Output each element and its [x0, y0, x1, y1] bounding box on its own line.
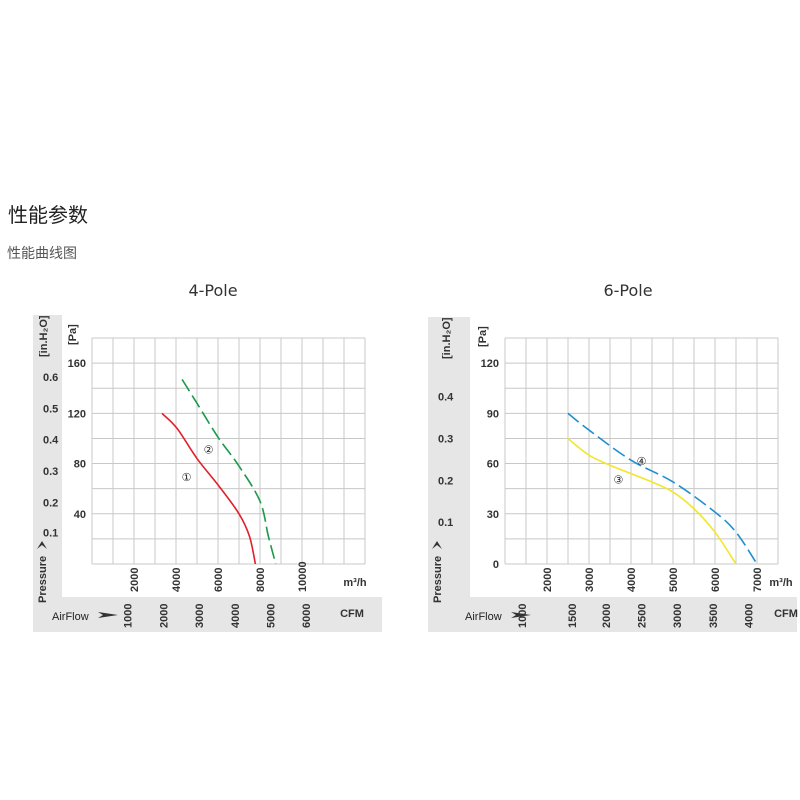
- y-tick-label: 80: [74, 459, 86, 471]
- chart-title: 6-Pole: [603, 281, 652, 300]
- chart-2: 6-Pole 0 30 60 90 120 0.4 0.3 0.2 0.1 [in.H₂O] [Pa]…: [428, 281, 798, 632]
- x-tick-label: 6000: [213, 568, 225, 592]
- x-axis-label: m³/h: [769, 577, 793, 589]
- y-tick-label: 60: [487, 459, 499, 471]
- section-subheading: 性能曲线图: [7, 246, 77, 262]
- inh2o-tick-label: 0.6: [43, 372, 58, 384]
- airflow-arrow-icon: [98, 612, 118, 618]
- inh2o-tick-label: 0.1: [43, 528, 58, 540]
- x-axis-label: m³/h: [343, 577, 367, 589]
- cfm-tick-label: 3500: [708, 604, 720, 628]
- cfm-tick-label: 3000: [672, 604, 684, 628]
- cfm-tick-label: 2000: [158, 604, 170, 628]
- section-heading: 性能参数: [8, 203, 88, 227]
- cfm-tick-label: 6000: [301, 604, 313, 628]
- cfm-tick-label: 5000: [266, 604, 278, 628]
- cfm-tick-label: 2500: [637, 604, 649, 628]
- y-tick-label: 0: [493, 559, 499, 571]
- airflow-label: AirFlow: [52, 611, 89, 623]
- y-unit-inh2o-label: [in.H₂O]: [441, 317, 453, 359]
- y-tick-label: 40: [74, 509, 86, 521]
- y-axis-label: Pressure: [432, 556, 444, 603]
- inh2o-tick-label: 0.2: [43, 497, 58, 509]
- series-line-2: [181, 379, 277, 565]
- x-tick-label: 4000: [626, 568, 638, 592]
- x-tick-label: 2000: [129, 568, 141, 592]
- y-tick-label: 30: [487, 509, 499, 521]
- pressure-arrow-icon: [432, 541, 442, 549]
- y-unit-inh2o-label: [in.H₂O]: [38, 315, 50, 357]
- inh2o-tick-label: 0.3: [438, 433, 453, 445]
- y-tick-label: 120: [68, 408, 86, 420]
- inh2o-tick-label: 0.1: [438, 517, 453, 529]
- chart-1: 4-Pole 40 80 120 160 0.6 0.5 0.4 0.3 0.2 0.1 [in.H₂…: [33, 281, 382, 632]
- series-line-1: [567, 437, 737, 565]
- x-tick-label: 8000: [255, 568, 267, 592]
- series-label: ④: [637, 456, 647, 468]
- series-line-2: [567, 412, 758, 565]
- series-line-1: [161, 412, 257, 565]
- y-unit-pa-label: [Pa]: [67, 324, 79, 345]
- x-tick-label: 7000: [752, 568, 764, 592]
- y-unit-pa-label: [Pa]: [477, 326, 489, 347]
- cfm-tick-label: 2000: [601, 604, 613, 628]
- inh2o-tick-label: 0.4: [438, 392, 454, 404]
- cfm-tick-label: 3000: [194, 604, 206, 628]
- x-tick-label: 3000: [584, 568, 596, 592]
- cfm-tick-label: 1000: [123, 604, 135, 628]
- plot-background: [470, 317, 797, 597]
- x-tick-label: 5000: [668, 568, 680, 592]
- cfm-axis-label: CFM: [340, 608, 364, 620]
- y-tick-label: 90: [487, 408, 499, 420]
- y-tick-label: 120: [481, 358, 499, 370]
- x-tick-label: 2000: [542, 568, 554, 592]
- inh2o-tick-label: 0.5: [43, 403, 58, 415]
- x-tick-label: 6000: [710, 568, 722, 592]
- inh2o-tick-label: 0.4: [43, 435, 59, 447]
- inh2o-tick-label: 0.2: [438, 475, 453, 487]
- series-label: ③: [613, 475, 623, 487]
- inh2o-tick-label: 0.3: [43, 466, 58, 478]
- airflow-label: AirFlow: [465, 611, 502, 623]
- x-tick-label: 10000: [297, 561, 309, 592]
- plot-background: [62, 315, 382, 597]
- chart-title: 4-Pole: [188, 281, 237, 300]
- cfm-tick-label: 1500: [567, 604, 579, 628]
- cfm-tick-label: 4000: [744, 604, 756, 628]
- cfm-tick-label: 4000: [230, 604, 242, 628]
- series-label: ②: [204, 444, 214, 456]
- y-axis-label: Pressure: [37, 556, 49, 603]
- x-tick-label: 4000: [171, 568, 183, 592]
- cfm-axis-label: CFM: [774, 608, 798, 620]
- airflow-arrow-icon: [511, 612, 531, 618]
- series-label: ①: [182, 472, 192, 484]
- y-tick-label: 160: [68, 358, 86, 370]
- pressure-arrow-icon: [37, 541, 47, 549]
